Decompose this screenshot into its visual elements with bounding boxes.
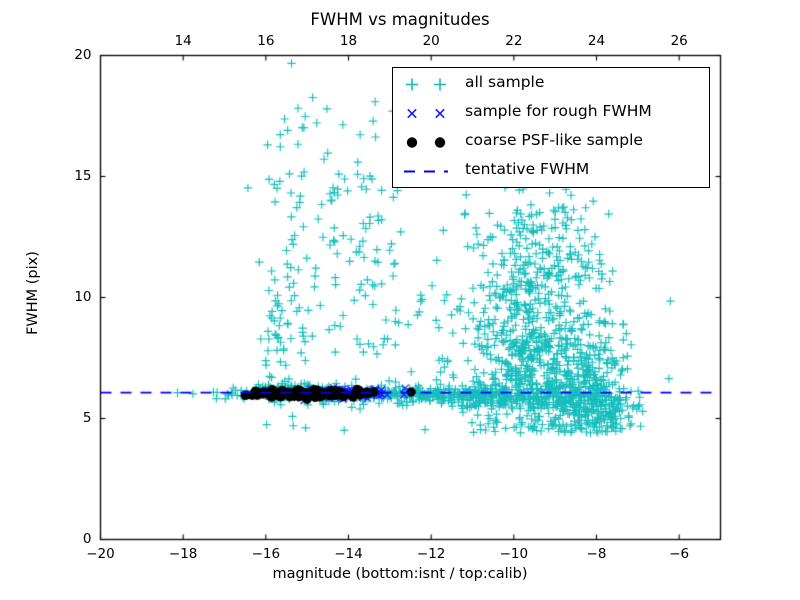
xtick-top-4: 22	[505, 32, 523, 49]
xtick-bottom-1: −18	[168, 545, 198, 562]
ytick-4: 20	[74, 46, 92, 63]
xtick-top-5: 24	[587, 32, 606, 49]
legend-item-rough-fwhm[interactable]: sample for rough FWHM	[393, 99, 709, 128]
dot-icon	[393, 128, 459, 157]
plus-icon	[393, 70, 459, 99]
xtick-bottom-5: −10	[499, 545, 529, 562]
xtick-bottom-2: −16	[251, 545, 281, 562]
ytick-3: 15	[74, 167, 92, 184]
xtick-bottom-6: −8	[586, 545, 607, 562]
xtick-bottom-7: −6	[669, 545, 690, 562]
legend-item-tentative-fwhm[interactable]: tentative FWHM	[393, 157, 709, 186]
legend-label-coarse-psf: coarse PSF-like sample	[465, 131, 643, 149]
xtick-bottom-4: −12	[416, 545, 446, 562]
legend-item-all-sample[interactable]: all sample	[393, 70, 709, 99]
ytick-2: 10	[74, 288, 92, 305]
xtick-bottom-3: −14	[334, 545, 363, 562]
xtick-top-1: 16	[257, 32, 275, 49]
xtick-top-6: 26	[670, 32, 688, 49]
dashed-line-icon	[393, 157, 459, 186]
xtick-top-2: 18	[339, 32, 358, 49]
ytick-0: 0	[82, 530, 92, 547]
ytick-1: 5	[82, 409, 92, 426]
xtick-top-3: 20	[422, 32, 440, 49]
xtick-bottom-0: −20	[86, 545, 115, 562]
cross-icon	[393, 99, 459, 128]
legend-label-rough-fwhm: sample for rough FWHM	[465, 102, 652, 120]
legend-item-coarse-psf[interactable]: coarse PSF-like sample	[393, 128, 709, 157]
xtick-top-0: 14	[174, 32, 192, 49]
legend-label-tentative-fwhm: tentative FWHM	[465, 160, 590, 178]
legend: all sample sample for rough FWHM c	[392, 67, 710, 188]
legend-label-all-sample: all sample	[465, 73, 545, 91]
